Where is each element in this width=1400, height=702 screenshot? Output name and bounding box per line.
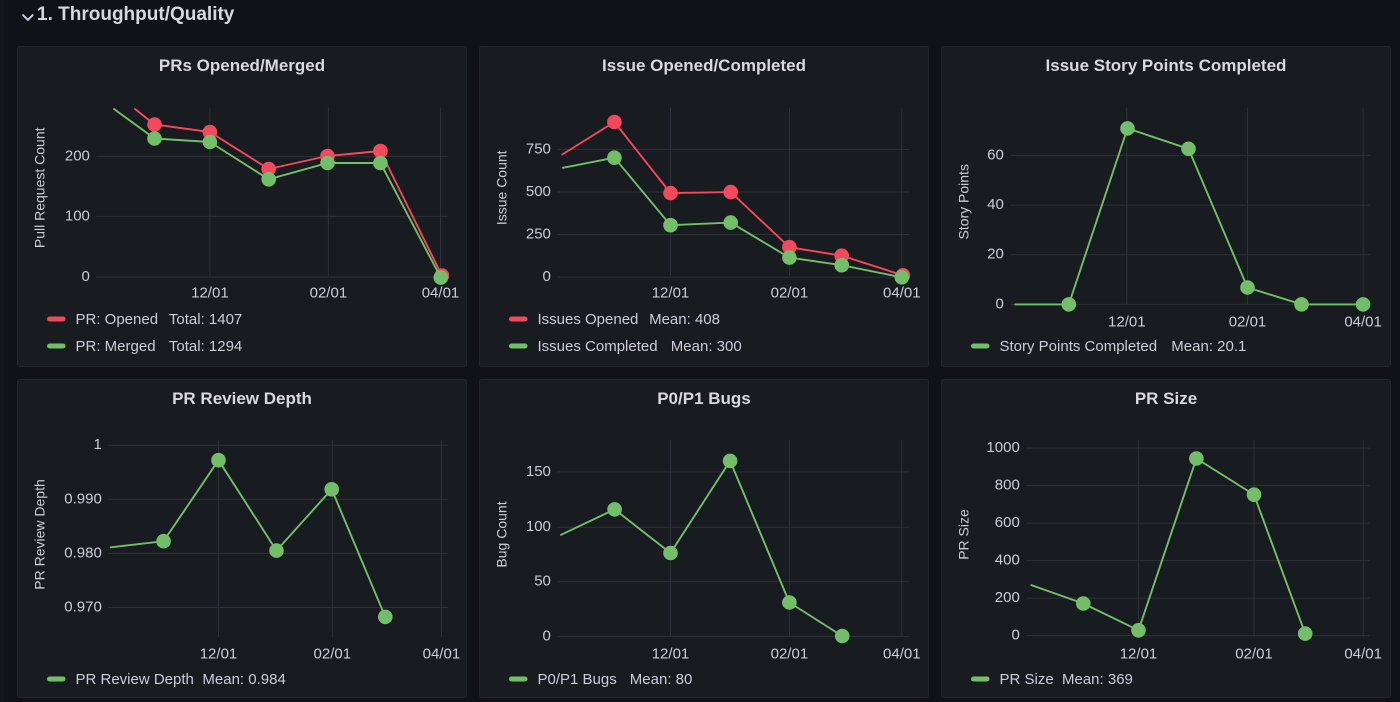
svg-text:02/01: 02/01 bbox=[771, 646, 809, 663]
svg-text:12/01: 12/01 bbox=[191, 285, 229, 302]
svg-text:04/01: 04/01 bbox=[423, 646, 461, 663]
svg-text:500: 500 bbox=[526, 183, 551, 200]
svg-text:Mean: 20.1: Mean: 20.1 bbox=[1171, 338, 1246, 355]
svg-text:Story Points Completed: Story Points Completed bbox=[1000, 338, 1158, 355]
svg-text:40: 40 bbox=[987, 196, 1004, 213]
svg-text:P0/P1 Bugs: P0/P1 Bugs bbox=[657, 389, 751, 408]
svg-text:04/01: 04/01 bbox=[1344, 314, 1382, 331]
svg-text:Bug Count: Bug Count bbox=[494, 501, 510, 567]
svg-text:0: 0 bbox=[82, 268, 90, 285]
svg-text:PR: Merged: PR: Merged bbox=[76, 338, 156, 355]
svg-text:12/01: 12/01 bbox=[200, 646, 238, 663]
svg-text:Issue Story Points Completed: Issue Story Points Completed bbox=[1046, 56, 1287, 75]
svg-text:0: 0 bbox=[543, 268, 551, 285]
svg-text:0: 0 bbox=[995, 295, 1003, 312]
svg-text:Story Points: Story Points bbox=[956, 164, 972, 239]
svg-text:0: 0 bbox=[543, 627, 551, 644]
svg-text:Issues Completed: Issues Completed bbox=[538, 338, 658, 355]
svg-text:Total: 1407: Total: 1407 bbox=[169, 311, 242, 328]
svg-text:Issue Opened/Completed: Issue Opened/Completed bbox=[602, 56, 806, 75]
svg-text:100: 100 bbox=[65, 207, 90, 224]
svg-text:0.990: 0.990 bbox=[64, 490, 102, 507]
svg-text:PR Review Depth: PR Review Depth bbox=[172, 389, 312, 408]
svg-text:12/01: 12/01 bbox=[1108, 314, 1146, 331]
svg-text:12/01: 12/01 bbox=[652, 285, 690, 302]
svg-text:Pull Request Count: Pull Request Count bbox=[32, 127, 48, 248]
svg-text:02/01: 02/01 bbox=[771, 285, 809, 302]
svg-text:Mean: 80: Mean: 80 bbox=[630, 671, 693, 688]
svg-text:PR Size: PR Size bbox=[1135, 389, 1197, 408]
svg-text:PR Review Depth: PR Review Depth bbox=[76, 671, 194, 688]
svg-text:PRs Opened/Merged: PRs Opened/Merged bbox=[159, 56, 325, 75]
svg-text:Mean: 408: Mean: 408 bbox=[649, 311, 720, 328]
svg-text:200: 200 bbox=[995, 589, 1020, 606]
svg-text:50: 50 bbox=[534, 573, 551, 590]
svg-text:02/01: 02/01 bbox=[310, 285, 348, 302]
svg-text:PR: Opened: PR: Opened bbox=[76, 311, 159, 328]
svg-text:12/01: 12/01 bbox=[652, 646, 690, 663]
svg-text:PR Size: PR Size bbox=[956, 509, 972, 560]
svg-text:Mean: 0.984: Mean: 0.984 bbox=[202, 671, 285, 688]
svg-text:PR Size: PR Size bbox=[1000, 671, 1054, 688]
svg-text:Issue Count: Issue Count bbox=[494, 150, 510, 225]
svg-text:04/01: 04/01 bbox=[883, 646, 921, 663]
svg-text:Total: 1294: Total: 1294 bbox=[169, 338, 242, 355]
svg-text:400: 400 bbox=[995, 552, 1020, 569]
svg-text:20: 20 bbox=[987, 246, 1004, 263]
svg-text:02/01: 02/01 bbox=[1229, 314, 1267, 331]
svg-text:1: 1 bbox=[93, 436, 101, 453]
svg-text:P0/P1 Bugs: P0/P1 Bugs bbox=[538, 671, 617, 688]
svg-text:0: 0 bbox=[1011, 627, 1019, 644]
svg-text:60: 60 bbox=[987, 146, 1004, 163]
svg-text:12/01: 12/01 bbox=[1120, 646, 1158, 663]
svg-text:04/01: 04/01 bbox=[422, 285, 460, 302]
svg-text:0.970: 0.970 bbox=[64, 599, 102, 616]
svg-text:600: 600 bbox=[995, 514, 1020, 531]
svg-text:0.980: 0.980 bbox=[64, 544, 102, 561]
svg-text:200: 200 bbox=[65, 147, 90, 164]
svg-text:250: 250 bbox=[526, 226, 551, 243]
svg-text:Issues Opened: Issues Opened bbox=[538, 311, 639, 328]
svg-text:02/01: 02/01 bbox=[314, 646, 352, 663]
svg-text:150: 150 bbox=[526, 463, 551, 480]
svg-text:750: 750 bbox=[526, 140, 551, 157]
svg-text:04/01: 04/01 bbox=[883, 285, 921, 302]
svg-text:100: 100 bbox=[526, 518, 551, 535]
svg-text:PR Review Depth: PR Review Depth bbox=[32, 479, 48, 590]
svg-text:Mean: 369: Mean: 369 bbox=[1062, 671, 1133, 688]
svg-text:Mean: 300: Mean: 300 bbox=[671, 338, 742, 355]
svg-text:1000: 1000 bbox=[986, 439, 1019, 456]
svg-text:04/01: 04/01 bbox=[1344, 646, 1382, 663]
svg-text:800: 800 bbox=[995, 477, 1020, 494]
svg-text:02/01: 02/01 bbox=[1235, 646, 1273, 663]
